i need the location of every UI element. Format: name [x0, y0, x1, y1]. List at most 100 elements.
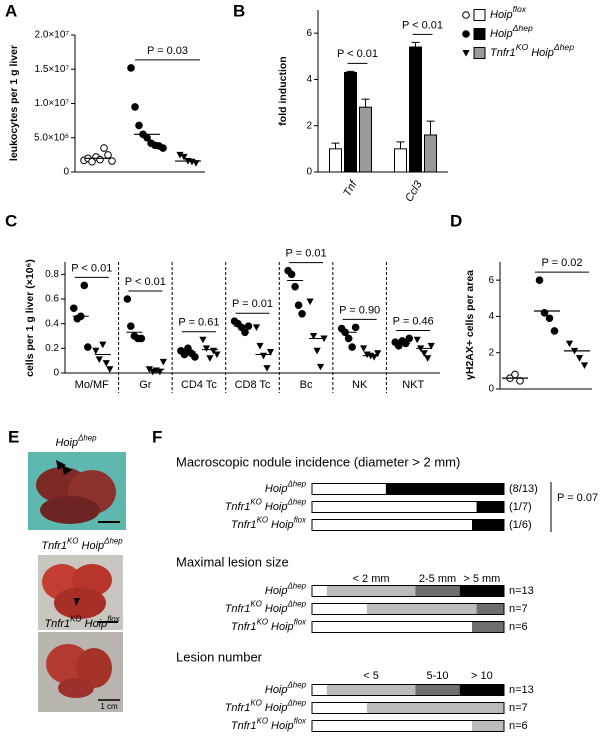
label-text: Tnfr1: [490, 47, 516, 59]
label-superscript: KO: [257, 618, 268, 627]
p-value: P < 0.01: [71, 262, 112, 274]
label-superscript: flox: [107, 615, 120, 624]
point: [374, 350, 382, 357]
point: [316, 363, 325, 371]
y-tick-label: 6: [488, 275, 494, 286]
label-superscript: Δhep: [287, 600, 307, 609]
column-header: < 5: [363, 670, 379, 682]
point: [259, 352, 268, 360]
row-note: n=13: [509, 684, 534, 696]
label-superscript: Δhep: [287, 681, 307, 690]
bar-segment: [385, 483, 504, 495]
point: [351, 323, 360, 332]
point: [287, 270, 296, 279]
point: [420, 350, 428, 357]
y-tick-label: 2.0×10⁷: [35, 30, 70, 41]
column-header: > 10: [471, 670, 493, 682]
rich-label: Tnfr1KO HoipΔhep: [490, 42, 574, 58]
point: [180, 153, 188, 161]
label-superscript: KO: [250, 498, 261, 507]
photo-2: [38, 555, 123, 630]
label-superscript: KO: [516, 42, 529, 52]
p-value: P = 0.90: [339, 304, 380, 316]
label-superscript: KO: [250, 600, 261, 609]
point: [123, 295, 132, 303]
point: [535, 276, 544, 284]
bar-segment: [312, 603, 367, 615]
bar: [394, 148, 407, 173]
arrowhead: [74, 598, 80, 606]
x-tick-label: Bc: [300, 379, 313, 391]
label-text: Tnfr1: [225, 501, 251, 513]
bar-segment: [472, 519, 504, 531]
rich-label: Tnfr1KO HoipΔhep: [225, 600, 307, 615]
row-note: n=6: [509, 621, 528, 633]
y-axis-label: γH2AX+ cells per area: [464, 270, 476, 380]
y-tick-label: 0: [63, 167, 69, 178]
bar-segment: [312, 483, 386, 495]
legend-swatch: [473, 9, 486, 21]
x-tick-label: Mo/MF: [75, 379, 110, 391]
point: [176, 151, 184, 159]
point: [83, 343, 92, 351]
bar-segment: [312, 720, 472, 732]
error-bar: [411, 41, 420, 48]
photo-1: [28, 452, 126, 530]
panel-letter: B: [233, 1, 245, 20]
p-value: P = 0.07: [557, 492, 598, 504]
x-tick-label: Ccl3: [403, 178, 425, 204]
point: [298, 310, 306, 318]
point: [92, 347, 100, 355]
rich-label: HoipΔhep: [55, 434, 97, 449]
section-title: Lesion number: [176, 649, 263, 664]
point: [294, 301, 303, 309]
y-tick-label: 0.4: [45, 318, 59, 329]
label-superscript: flox: [513, 4, 527, 14]
label-text: Tnfr1: [225, 603, 251, 615]
point: [96, 155, 104, 164]
bar: [424, 134, 437, 173]
bar-segment: [472, 720, 504, 732]
legend-swatch: [473, 28, 486, 40]
label-superscript: Δhep: [287, 582, 307, 591]
column-header: 2-5 mm: [419, 573, 456, 585]
row-note: n=13: [509, 585, 534, 597]
label-text: Hoip: [268, 621, 294, 633]
y-tick-label: 1.5×10⁷: [35, 64, 70, 75]
y-tick-label: 4: [488, 311, 494, 322]
label-text: Tnfr1: [225, 702, 251, 714]
bar-outline: [311, 720, 505, 732]
bar-segment: [472, 621, 504, 633]
point: [159, 144, 167, 152]
y-tick-label: 2: [488, 347, 494, 358]
bar: [344, 71, 357, 173]
rich-label: Tnfr1KO Hoipflox: [231, 516, 307, 531]
row-note: (1/6): [509, 519, 532, 531]
y-tick-label: 0: [488, 384, 494, 395]
point: [360, 345, 368, 352]
y-tick-label: 4: [306, 74, 312, 85]
panel-letter: D: [450, 211, 462, 230]
label-text: Hoip: [262, 702, 288, 714]
point: [575, 355, 584, 362]
point: [344, 334, 353, 343]
bar-segment: [312, 501, 477, 513]
point: [291, 282, 299, 291]
bar-outline: [311, 519, 505, 531]
error-bar: [346, 70, 355, 73]
point: [206, 355, 214, 362]
bar-segment: [312, 585, 327, 597]
y-tick-label: 2: [306, 120, 312, 131]
point: [159, 358, 167, 366]
rich-label: Tnfr1KO Hoipflox: [231, 717, 307, 732]
p-value: P = 0.01: [232, 298, 273, 310]
bar: [409, 46, 422, 173]
point: [213, 351, 221, 359]
label-superscript: Δhep: [77, 434, 97, 443]
label-superscript: flox: [294, 717, 307, 726]
p-value: P = 0.03: [147, 45, 188, 57]
rich-label: Tnfr1KO HoipΔhep: [225, 498, 307, 513]
legend-swatch: [473, 47, 486, 59]
label-text: Tnfr1: [231, 621, 257, 633]
point: [550, 327, 559, 335]
